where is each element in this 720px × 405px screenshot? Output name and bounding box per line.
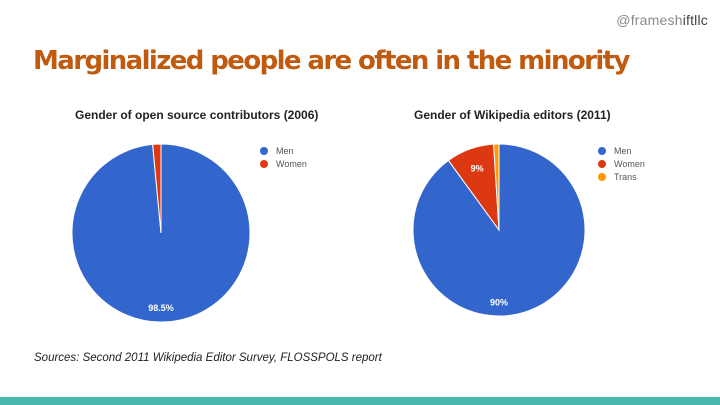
legend-swatch [260,159,268,168]
legend-label: Trans [614,171,637,182]
twitter-handle: @frameshiftllc [616,12,708,28]
legend-item-women: Women [598,157,645,170]
legend-swatch [598,172,606,181]
chart-title: Gender of open source contributors (2006… [75,108,319,122]
slide-title: Marginalized people are often in the min… [33,46,630,76]
legend-label: Men [614,145,632,156]
bottom-accent-bar [0,397,720,405]
handle-part-2: iftllc [682,12,708,28]
pie-chart: 90% 9% [412,143,586,317]
legend-label: Women [614,158,645,169]
pie-slice-women [152,143,162,234]
legend-item-trans: Trans [598,170,645,183]
pie-chart: 98.5% [71,143,251,323]
slice-data-label-women: 9% [471,164,484,174]
slice-data-label-men: 90% [490,297,508,307]
wikipedia-gender-chart: Gender of Wikipedia editors (2011) 90% 9%… [360,108,720,338]
legend-swatch [598,146,606,155]
chart-legend: Men Women Trans [598,144,645,183]
open-source-gender-chart: Gender of open source contributors (2006… [0,108,360,338]
sources-note: Sources: Second 2011 Wikipedia Editor Su… [34,352,382,364]
pie-slice-trans [493,143,500,231]
legend-swatch [260,146,268,155]
chart-title: Gender of Wikipedia editors (2011) [414,108,611,122]
legend-swatch [598,159,606,168]
slice-data-label-men: 98.5% [148,303,174,313]
legend-item-men: Men [598,144,645,157]
legend-item-women: Women [260,157,307,170]
chart-legend: Men Women [260,144,307,170]
legend-label: Women [276,158,307,169]
legend-item-men: Men [260,144,307,157]
handle-part-1: @framesh [616,12,683,28]
legend-label: Men [276,145,294,156]
